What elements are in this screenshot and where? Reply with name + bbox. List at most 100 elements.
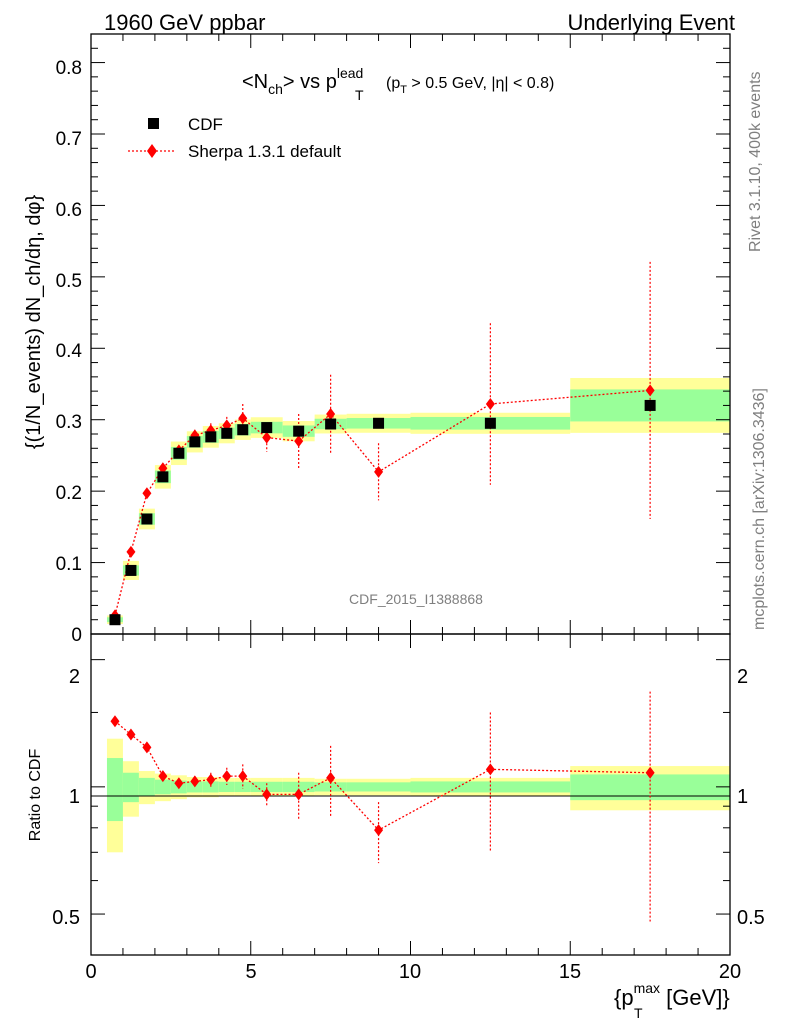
ratio-band-inner xyxy=(202,781,219,793)
analysis-watermark: CDF_2015_I1388868 xyxy=(349,591,483,607)
ratio-sherpa-point xyxy=(485,763,495,776)
ratio-sherpa-point xyxy=(326,771,336,784)
x-label-part: max xyxy=(634,980,660,996)
rivet-version: Rivet 3.1.10, 400k events xyxy=(747,71,764,252)
ratio-band-inner xyxy=(234,781,251,793)
main-y-tick-label: 0 xyxy=(71,625,82,646)
title-part: η xyxy=(495,75,504,92)
title-part: T xyxy=(400,84,407,96)
ratio-sherpa-point xyxy=(190,775,200,788)
mcplots-reference: mcplots.cern.ch [arXiv:1306.3436] xyxy=(751,388,768,630)
cdf-point xyxy=(484,417,496,429)
ratio-axis-ticks xyxy=(90,634,731,955)
cdf-point xyxy=(325,418,337,430)
main-uncertainty-bands xyxy=(106,378,730,624)
ratio-band-inner xyxy=(346,782,411,792)
sherpa-point xyxy=(158,462,168,475)
ratio-sherpa-point xyxy=(206,773,216,786)
legend-cdf-label: CDF xyxy=(188,115,223,134)
x-tick-label: 0 xyxy=(85,961,96,983)
cdf-point xyxy=(125,564,137,576)
sherpa-point xyxy=(374,465,384,478)
ratio-sherpa-point xyxy=(294,788,304,801)
main-title: <Nch> vs plead xyxy=(242,65,363,97)
header-right: Underlying Event xyxy=(567,10,735,35)
ratio-sherpa-series xyxy=(110,691,655,922)
ratio-band-inner xyxy=(410,781,571,793)
sherpa-line xyxy=(114,389,651,616)
ratio-y-tick-label-right: 0.5 xyxy=(737,907,765,929)
main-y-tick-label: 0.2 xyxy=(56,483,82,504)
title-part: ch xyxy=(268,81,283,97)
main-y-tick-label: 0.5 xyxy=(56,271,82,292)
title-part: <N xyxy=(242,71,268,93)
cdf-point xyxy=(173,447,185,459)
sherpa-point xyxy=(645,384,655,397)
ratio-y-tick-label-right: 2 xyxy=(737,666,748,688)
main-axis-ticks xyxy=(90,33,731,635)
legend-sherpa-marker xyxy=(147,144,157,158)
title-part: lead xyxy=(337,65,363,81)
ratio-band-inner xyxy=(154,779,171,795)
cdf-point xyxy=(293,425,305,437)
ratio-band-inner xyxy=(218,781,235,793)
ratio-y-tick-label: 2 xyxy=(69,666,80,688)
main-title-sub: T xyxy=(355,87,364,103)
x-tick-label: 5 xyxy=(245,961,256,983)
x-label-part: {p xyxy=(614,985,634,1010)
legend-cdf-marker xyxy=(148,118,159,129)
sherpa-point xyxy=(238,412,248,425)
x-axis-label-sub: T xyxy=(634,1005,643,1021)
ratio-sherpa-point xyxy=(238,770,248,783)
sherpa-point xyxy=(485,398,495,410)
main-y-tick-label: 0.7 xyxy=(56,129,82,150)
ratio-y-tick-label-right: 1 xyxy=(737,786,748,808)
title-part: > vs p xyxy=(283,71,337,93)
title-part: > 0.5 GeV, | xyxy=(407,75,496,92)
cdf-point xyxy=(141,513,153,525)
sherpa-point xyxy=(294,435,304,448)
cdf-point xyxy=(157,471,169,483)
main-y-tick-label: 0.6 xyxy=(56,200,82,221)
ratio-sherpa-point xyxy=(374,824,384,837)
main-frame xyxy=(90,33,731,635)
cdf-point xyxy=(644,399,656,411)
legend-sherpa-label: Sherpa 1.3.1 default xyxy=(188,142,341,161)
ratio-sherpa-point xyxy=(126,728,136,741)
sherpa-point xyxy=(126,545,136,558)
cdf-point xyxy=(221,427,233,439)
ratio-y-tick-label: 1 xyxy=(69,786,80,808)
x-tick-label: 20 xyxy=(719,961,741,983)
cdf-point xyxy=(109,614,121,626)
ratio-sherpa-point xyxy=(645,766,655,779)
sherpa-point xyxy=(142,487,152,500)
main-y-tick-label: 0.4 xyxy=(56,341,83,362)
ratio-uncertainty-bands xyxy=(106,738,730,853)
sherpa-point xyxy=(262,431,272,444)
cdf-point xyxy=(205,431,217,443)
ratio-sherpa-point xyxy=(222,770,232,783)
x-label-part: [GeV]} xyxy=(660,985,730,1010)
main-y-tick-label: 0.8 xyxy=(56,58,82,79)
sherpa-point xyxy=(326,408,336,420)
ratio-band-inner xyxy=(106,758,123,822)
main-y-label: {(1/N_events) dN_ch/dη, dφ} xyxy=(23,195,45,450)
ratio-y-label: Ratio to CDF xyxy=(27,749,44,842)
title-part: | < 0.8) xyxy=(504,75,554,92)
title-part: (p xyxy=(386,75,400,92)
cdf-point xyxy=(189,436,201,448)
ratio-band-inner xyxy=(122,772,139,803)
ratio-sherpa-point xyxy=(142,741,152,754)
x-axis-label: {pmax [GeV]} xyxy=(614,980,730,1010)
cdf-point xyxy=(373,417,385,429)
main-cdf-series xyxy=(109,399,656,626)
ratio-sherpa-point xyxy=(174,777,184,790)
ratio-sherpa-point xyxy=(110,715,120,728)
ratio-band-inner xyxy=(250,781,283,793)
ratio-sherpa-point xyxy=(262,788,272,801)
ratio-band-inner xyxy=(282,781,315,793)
main-y-tick-label: 0.1 xyxy=(56,554,82,575)
main-y-tick-label: 0.3 xyxy=(56,412,82,433)
cdf-point xyxy=(261,422,273,434)
